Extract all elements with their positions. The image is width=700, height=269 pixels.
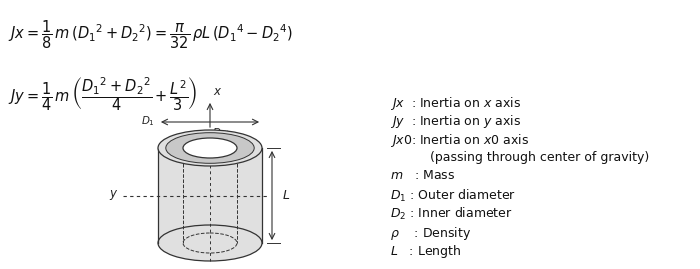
Text: $y$: $y$ bbox=[108, 189, 118, 203]
Text: $L$: $L$ bbox=[282, 189, 290, 202]
Text: $L$   : Length: $L$ : Length bbox=[390, 243, 461, 260]
Text: (passing through center of gravity): (passing through center of gravity) bbox=[390, 150, 650, 164]
FancyBboxPatch shape bbox=[158, 148, 262, 243]
Text: $m$   : Mass: $m$ : Mass bbox=[390, 169, 455, 182]
Text: $Jx = \dfrac{1}{8}\,m\,(D_1{}^2 + D_2{}^2) = \dfrac{\pi}{32}\,\rho L\,(D_1{}^4 -: $Jx = \dfrac{1}{8}\,m\,(D_1{}^2 + D_2{}^… bbox=[8, 18, 293, 51]
Text: $D_2$ : Inner diameter: $D_2$ : Inner diameter bbox=[390, 206, 512, 222]
Text: $Jx0$: Inertia on $x0$ axis: $Jx0$: Inertia on $x0$ axis bbox=[390, 132, 529, 149]
Ellipse shape bbox=[183, 233, 237, 253]
Ellipse shape bbox=[183, 138, 237, 158]
Ellipse shape bbox=[158, 130, 262, 166]
Text: $Jx$  : Inertia on $x$ axis: $Jx$ : Inertia on $x$ axis bbox=[390, 95, 521, 112]
Text: $x$: $x$ bbox=[213, 85, 223, 98]
Text: $Jy$  : Inertia on $y$ axis: $Jy$ : Inertia on $y$ axis bbox=[390, 114, 521, 130]
Text: $\rho$    : Density: $\rho$ : Density bbox=[390, 225, 471, 242]
Text: $D_1$ : Outer diameter: $D_1$ : Outer diameter bbox=[390, 187, 516, 204]
Ellipse shape bbox=[166, 133, 254, 163]
Text: $Jy = \dfrac{1}{4}\,m\,\left(\dfrac{D_1{}^2 + D_2{}^2}{4} + \dfrac{L^2}{3}\right: $Jy = \dfrac{1}{4}\,m\,\left(\dfrac{D_1{… bbox=[8, 75, 197, 113]
Text: $D_1$: $D_1$ bbox=[141, 114, 155, 128]
Ellipse shape bbox=[158, 225, 262, 261]
Text: $D_2$: $D_2$ bbox=[212, 126, 226, 140]
